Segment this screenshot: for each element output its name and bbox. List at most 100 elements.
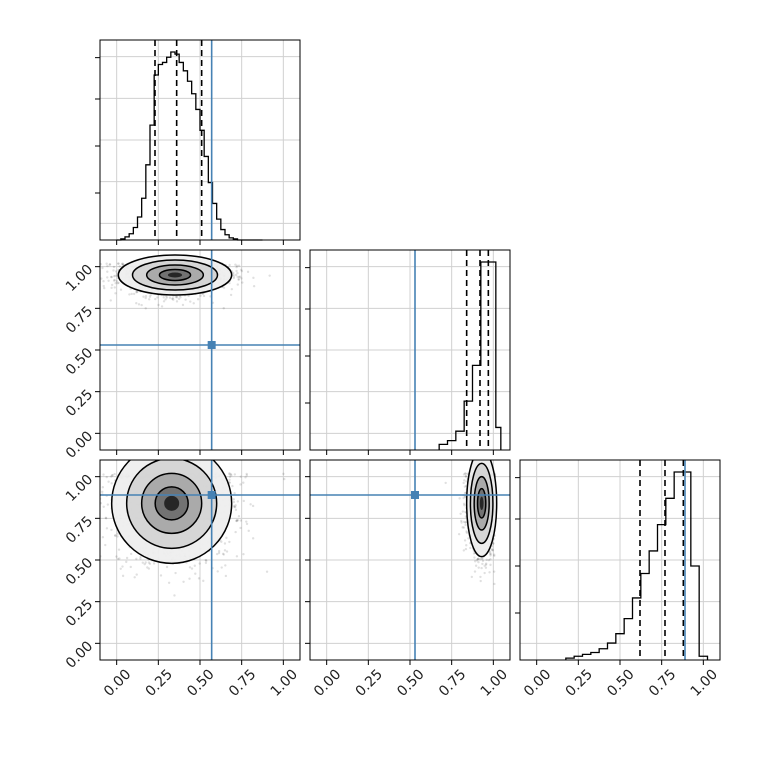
sample-point — [148, 295, 152, 298]
sample-point — [114, 534, 117, 537]
sample-point — [465, 544, 468, 547]
sample-point — [481, 562, 484, 566]
sample-point — [119, 288, 123, 291]
sample-point — [234, 263, 237, 266]
sample-point — [252, 276, 255, 280]
sample-point — [175, 296, 179, 299]
sample-point — [268, 274, 271, 277]
sample-point — [233, 506, 237, 509]
sample-point — [239, 483, 242, 486]
sample-point — [462, 520, 466, 524]
sample-point — [492, 570, 496, 573]
sample-point — [228, 475, 232, 479]
sample-point — [223, 549, 227, 552]
sample-point — [235, 555, 239, 558]
sample-point — [103, 286, 106, 290]
sample-point — [489, 550, 492, 554]
sample-point — [239, 519, 243, 522]
sample-point — [148, 562, 152, 565]
sample-point — [225, 550, 229, 553]
sample-point — [473, 556, 476, 559]
sample-point — [133, 576, 136, 579]
sample-point — [493, 582, 496, 586]
sample-point — [462, 526, 466, 529]
sample-point — [477, 560, 480, 564]
truth-marker — [207, 491, 216, 499]
sample-point — [223, 542, 227, 545]
sample-point — [164, 298, 167, 301]
sample-point — [146, 566, 149, 569]
sample-point — [120, 262, 124, 266]
sample-point — [481, 557, 484, 560]
sample-point — [102, 505, 105, 508]
sample-point — [104, 517, 108, 520]
sample-point — [107, 279, 110, 282]
sample-point — [491, 548, 494, 551]
sample-point — [464, 523, 467, 527]
sample-point — [444, 481, 447, 485]
sample-point — [225, 536, 228, 540]
sample-point — [217, 549, 221, 553]
sample-point — [463, 491, 467, 495]
sample-point — [117, 281, 120, 285]
sample-point — [177, 297, 181, 301]
sample-point — [112, 279, 116, 282]
sample-point — [184, 298, 187, 301]
sample-point — [473, 560, 477, 563]
sample-point — [113, 278, 116, 282]
sample-point — [458, 497, 461, 500]
sample-point — [128, 293, 131, 296]
sample-point — [234, 273, 238, 277]
sample-point — [465, 531, 469, 534]
contour-line — [140, 472, 203, 535]
sample-point — [104, 543, 107, 547]
sample-point — [220, 566, 223, 569]
sample-point — [188, 566, 192, 569]
sample-point — [114, 534, 117, 538]
contour-line — [131, 259, 219, 291]
histogram-panel-2 — [305, 249, 511, 455]
sample-point — [461, 526, 464, 529]
sample-point — [463, 485, 467, 488]
contour-line — [125, 460, 218, 550]
sample-point — [240, 269, 244, 273]
sample-point — [237, 514, 241, 518]
sample-point — [182, 580, 185, 583]
sample-point — [144, 296, 147, 300]
sample-point — [232, 273, 235, 276]
sample-point — [235, 269, 238, 273]
contour-line — [158, 268, 192, 282]
sample-point — [132, 292, 136, 296]
sample-point — [492, 542, 495, 545]
sample-point — [235, 265, 238, 269]
sample-point — [144, 307, 147, 310]
sample-point — [224, 574, 228, 578]
truth-marker — [207, 341, 216, 349]
sample-point — [484, 566, 488, 569]
sample-point — [144, 561, 147, 564]
sample-point — [160, 305, 164, 308]
sample-point — [199, 294, 202, 297]
sample-point — [109, 299, 112, 302]
sample-point — [196, 298, 200, 301]
scatter-panel-5: 0.000.250.500.751.000.00 0.25 0.50 0.75 1.00 — [63, 459, 301, 700]
sample-point — [159, 574, 163, 577]
sample-point — [139, 555, 142, 558]
sample-point — [136, 290, 139, 294]
sample-point — [236, 275, 239, 279]
sample-point — [230, 474, 233, 477]
sample-point — [457, 532, 461, 536]
sample-point — [141, 561, 145, 564]
sample-point — [135, 291, 138, 294]
sample-point — [232, 498, 235, 501]
panels: 0.00 0.25 0.50 0.75 1.000.000.250.500.751.00… — [63, 39, 721, 700]
sample-point — [188, 577, 191, 580]
sample-point — [242, 481, 245, 484]
sample-point — [172, 298, 175, 301]
sample-point — [171, 297, 174, 300]
sample-point — [181, 303, 185, 307]
sample-point — [130, 292, 133, 296]
sample-point — [115, 555, 118, 558]
sample-point — [115, 279, 119, 283]
